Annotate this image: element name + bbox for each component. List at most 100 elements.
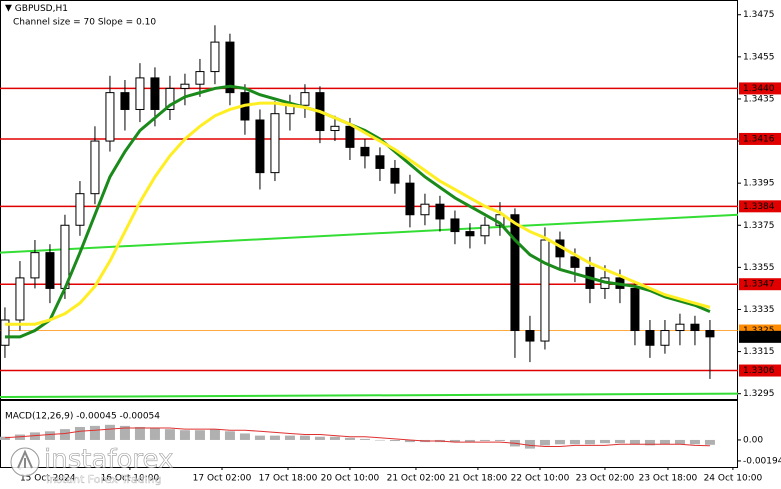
candle-body (300, 92, 310, 106)
candle-body (375, 155, 385, 169)
candle-body (360, 146, 370, 157)
candle-body (465, 231, 475, 237)
macd-bar (464, 439, 475, 443)
macd-bar (359, 438, 370, 440)
macd-bar (149, 428, 160, 440)
trendline (0, 213, 739, 254)
macd-bar (539, 439, 550, 446)
macd-bar (494, 439, 505, 442)
candle-body (645, 330, 655, 346)
symbol-text: GBPUSD,H1 (15, 4, 68, 14)
candle-body (135, 77, 145, 110)
macd-signal (4, 427, 710, 447)
candle-body (90, 140, 100, 195)
macd-bar (644, 439, 655, 446)
macd-bar (674, 439, 685, 445)
y-tick-label: 1.3395 (743, 179, 775, 189)
macd-bar (269, 435, 280, 440)
x-tick-label: 21 Oct 18:00 (449, 474, 508, 484)
candle-body (405, 182, 415, 216)
macd-bar (629, 439, 640, 445)
y-tick-label: 1.3435 (743, 94, 775, 104)
price-frame (0, 0, 738, 400)
macd-bar (479, 439, 490, 442)
candle-body (0, 319, 10, 346)
subtitle: Channel size = 70 Slope = 0.10 (13, 18, 156, 28)
level-tag (739, 364, 781, 377)
candle-body (150, 77, 160, 110)
macd-bar (74, 426, 85, 440)
macd-bar (614, 439, 625, 444)
candle-body (705, 330, 715, 338)
candle-body (270, 113, 280, 174)
macd-bar (599, 439, 610, 444)
y-tick-label: 1.3375 (743, 221, 775, 231)
candle-body (255, 119, 265, 174)
macd-bar (194, 430, 205, 440)
y-tick-label: 1.3315 (743, 347, 775, 357)
level-tag (739, 82, 781, 95)
candle-body (345, 125, 355, 148)
level-label: 1.3416 (743, 134, 775, 144)
macd-bar (29, 432, 40, 440)
x-tick-label: 17 Oct 02:00 (193, 474, 252, 484)
candle-body (180, 83, 190, 89)
candle-body (165, 87, 175, 110)
current-price-tag (739, 330, 781, 343)
macd-bar (569, 439, 580, 445)
candle-body (510, 214, 520, 332)
watermark-tagline: Instant Forex Trading (46, 473, 162, 486)
macd-bar (239, 433, 250, 440)
y-tick-label: 1.3455 (743, 52, 775, 62)
macd-bar (254, 435, 265, 440)
x-tick-label: 24 Oct 10:00 (704, 474, 763, 484)
candle-body (45, 252, 55, 289)
macd-bar (89, 425, 100, 440)
candle-body (75, 193, 85, 226)
level-tag (739, 278, 781, 291)
level-tag (739, 200, 781, 213)
y-tick-label: 1.3475 (743, 10, 775, 20)
macd-frame (0, 400, 738, 468)
candle-body (690, 323, 700, 332)
candle-body (570, 256, 580, 268)
macd-bar (284, 435, 295, 440)
macd-bar (449, 439, 460, 443)
macd-bar (314, 436, 325, 440)
watermark: instaforex Instant Forex Trading (10, 444, 174, 486)
macd-y-tick-label: 0.00 (743, 435, 763, 445)
macd-bar (59, 429, 70, 440)
x-tick-label: 20 Oct 10:00 (321, 474, 380, 484)
candle-body (450, 218, 460, 233)
level-tag (739, 132, 781, 145)
x-tick-label: 22 Oct 10:00 (511, 474, 570, 484)
x-tick-label: 23 Oct 18:00 (639, 474, 698, 484)
macd-bar (299, 435, 310, 440)
level-label: 1.3347 (743, 280, 775, 290)
macd-bar (659, 439, 670, 445)
candle-body (105, 92, 115, 142)
candle-body (15, 277, 25, 321)
candle-body (330, 125, 340, 132)
macd-bar (389, 439, 400, 442)
watermark-brand: instaforex (44, 445, 173, 475)
x-tick-label: 23 Oct 02:00 (576, 474, 635, 484)
y-tick-label: 1.3295 (743, 389, 775, 399)
candle-body (525, 330, 535, 342)
y-tick-label: 1.3335 (743, 305, 775, 315)
macd-bar (374, 439, 385, 441)
macd-bar (584, 439, 595, 445)
macd-bar (224, 431, 235, 440)
macd-bar (704, 439, 715, 445)
macd-title: MACD(12,26,9) -0.00045 -0.00054 (5, 412, 160, 422)
macd-bar (14, 434, 25, 440)
candle-body (195, 71, 205, 85)
macd-bar (524, 439, 535, 449)
macd-y-tick-label: -0.00194 (743, 456, 781, 466)
macd-bar (44, 431, 55, 440)
candle-body (480, 224, 490, 237)
level-label: 1.3306 (743, 366, 775, 376)
macd-bar (404, 439, 415, 443)
